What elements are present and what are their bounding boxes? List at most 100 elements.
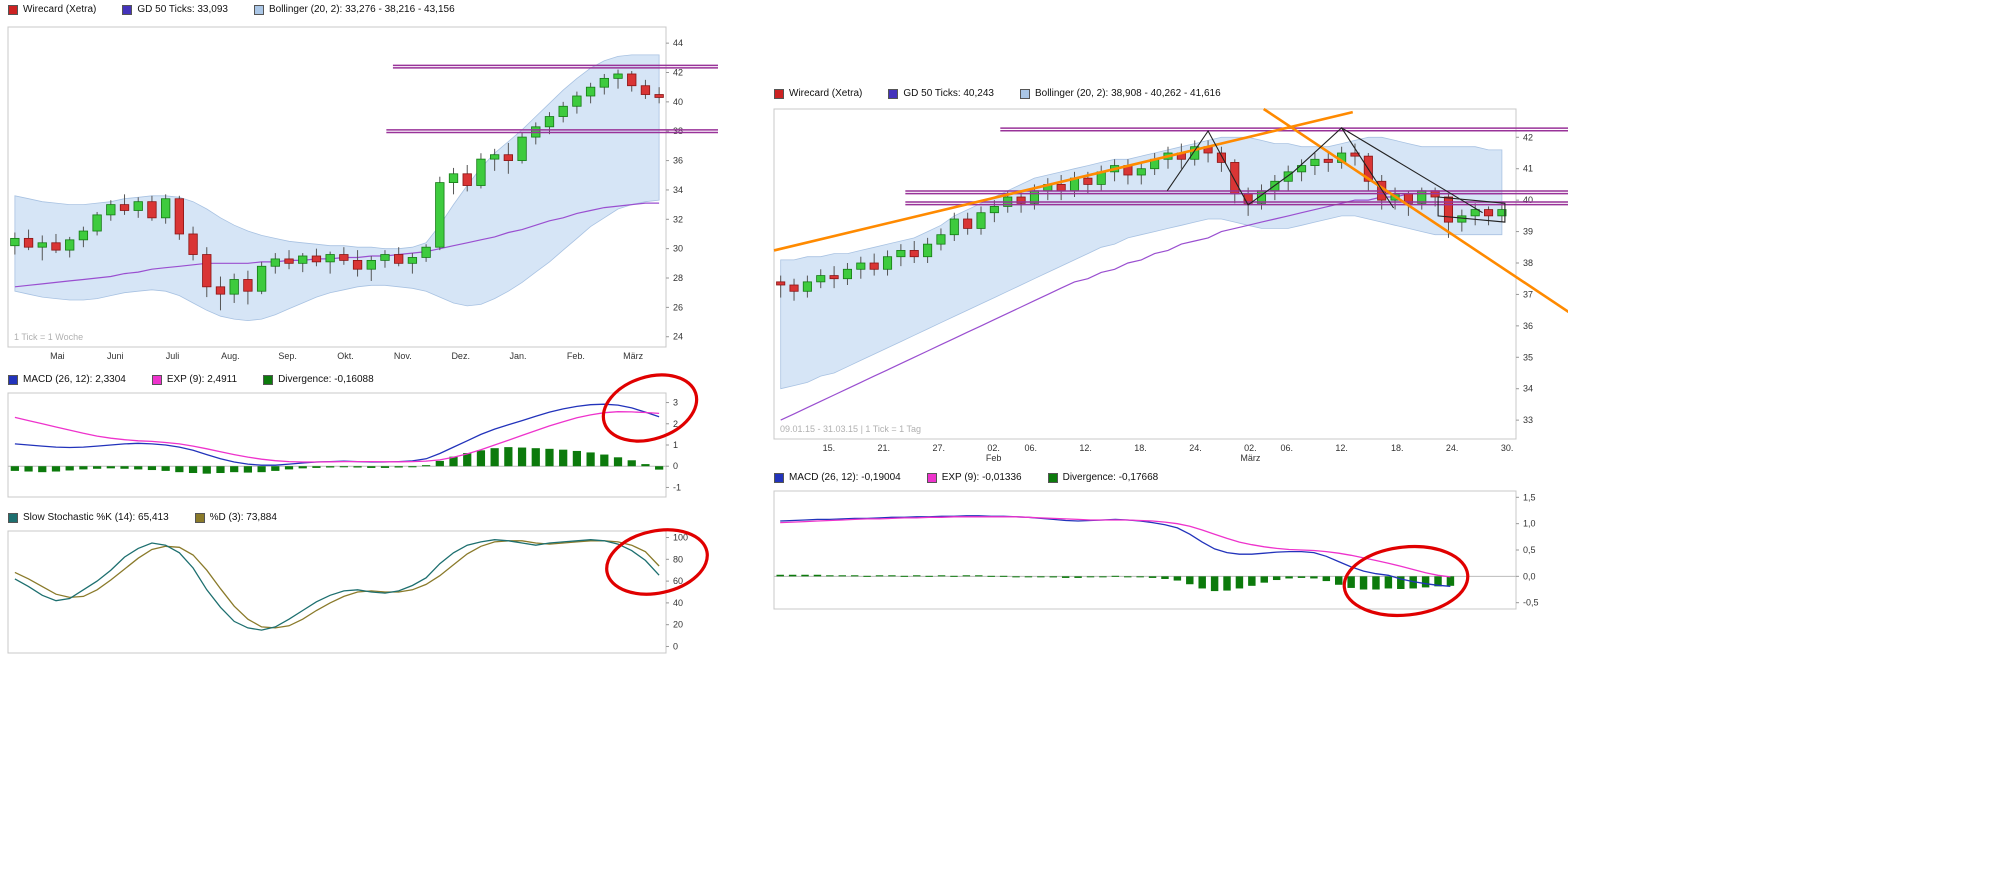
- plot-frame: [773, 108, 1517, 440]
- x-axis-label: Feb.: [567, 351, 585, 361]
- divergence-bar: [875, 575, 884, 577]
- divergence-bar: [1148, 576, 1157, 578]
- divergence-bar: [394, 466, 403, 468]
- candle-body: [558, 105, 568, 117]
- axis-tick-label: 0,0: [1523, 571, 1536, 581]
- daily-price-chart-panel: Wirecard (Xetra) GD 50 Ticks: 40,243 Bol…: [768, 86, 1568, 468]
- divergence-bar: [147, 466, 157, 471]
- candle-body: [976, 212, 986, 229]
- divergence-bar: [1372, 576, 1380, 590]
- candle-body: [188, 233, 198, 255]
- divergence-bar: [476, 450, 486, 467]
- axis-tick-label: 40: [1523, 195, 1533, 205]
- candle-body: [816, 275, 826, 283]
- candle-body: [339, 254, 349, 261]
- divergence-bar: [962, 575, 971, 577]
- candle-body: [407, 257, 418, 264]
- x-axis-label: 06.: [1280, 443, 1293, 453]
- candle-body: [1056, 184, 1066, 192]
- weekly-price-chart: 44 42 40 38 36 34 32 30 28 26 24 Mai Juni Juli Aug. Sep…: [7, 26, 718, 361]
- axis-tick-label: 1,5: [1523, 492, 1536, 502]
- axis-tick-label: 20: [673, 620, 683, 630]
- divergence-bar: [1037, 576, 1045, 578]
- axis-tick-label: 28: [673, 273, 683, 283]
- x-axis-label: Juni: [107, 351, 124, 361]
- candle-body: [174, 198, 185, 235]
- divergence-bar: [1186, 576, 1194, 585]
- candle-body: [613, 73, 623, 79]
- candle-body: [640, 85, 651, 95]
- divergence-bar: [106, 466, 115, 469]
- divergence-bar: [1297, 576, 1306, 578]
- divergence-bar: [545, 448, 554, 467]
- divergence-bar: [10, 466, 19, 471]
- divergence-bar: [353, 466, 362, 468]
- chart-watermark: 1 Tick = 1 Woche: [14, 332, 83, 342]
- candle-body: [896, 250, 906, 258]
- candle-body: [1470, 209, 1480, 217]
- candle-body: [989, 206, 999, 214]
- gd50-line: [14, 202, 660, 288]
- axis-tick-label: 38: [1523, 258, 1533, 268]
- candle-body: [394, 254, 404, 264]
- legend-item-gd50: GD 50 Ticks: 40,243: [888, 88, 994, 99]
- candle-body: [1230, 162, 1240, 195]
- bollinger-band: [14, 54, 660, 322]
- axis-tick-label: 40: [673, 97, 683, 107]
- weekly-macd-chart: 3 2 1 0 -1: [7, 392, 681, 498]
- stoch-d-line: [14, 540, 660, 629]
- divergence-bar: [79, 466, 88, 470]
- trend-line: [1262, 107, 1568, 314]
- axis-tick-label: 34: [673, 185, 683, 195]
- candle-body: [1283, 171, 1293, 182]
- divergence-bar: [1099, 576, 1107, 578]
- divergence-bar: [298, 466, 307, 469]
- divergence-bar: [257, 466, 266, 473]
- series-swatch-icon: [774, 472, 784, 483]
- candle-body: [284, 258, 294, 264]
- axis-tick-label: 60: [673, 576, 683, 586]
- divergence-bar: [1347, 576, 1355, 588]
- series-swatch-icon: [1047, 472, 1058, 483]
- divergence-bar: [813, 574, 822, 577]
- axis-tick-label: 3: [673, 398, 678, 408]
- divergence-bar: [326, 466, 335, 468]
- x-axis-label: Jan.: [509, 351, 526, 361]
- candle-body: [909, 250, 919, 258]
- candle-body: [856, 262, 866, 270]
- legend-label: Divergence: -0,16088: [278, 374, 374, 385]
- divergence-bar: [1074, 576, 1082, 578]
- divergence-bar: [863, 575, 871, 577]
- series-swatch-icon: [263, 374, 274, 385]
- x-axis-label: 18.: [1134, 443, 1147, 453]
- x-axis-label: 12.: [1335, 443, 1348, 453]
- x-axis-label: 21.: [878, 443, 891, 453]
- divergence-bar: [271, 466, 280, 471]
- candle-body: [842, 268, 852, 280]
- divergence-bar: [925, 575, 933, 577]
- divergence-bar: [230, 466, 239, 473]
- x-axis-sublabel: Feb: [986, 453, 1002, 463]
- candle-body: [23, 237, 34, 248]
- x-axis-label: 15.: [823, 443, 836, 453]
- divergence-bar: [1260, 576, 1268, 583]
- divergence-bar: [627, 460, 636, 467]
- divergence-bar: [1359, 576, 1368, 590]
- series-swatch-icon: [8, 4, 18, 15]
- axis-tick-label: 35: [1523, 352, 1533, 362]
- candle-body: [229, 279, 239, 295]
- candle-body: [435, 182, 445, 248]
- plot-frame: [7, 26, 667, 348]
- legend-item-gd50: GD 50 Ticks: 33,093: [122, 4, 228, 15]
- legend-label: Wirecard (Xetra): [23, 4, 97, 15]
- legend-item-stoch-k: Slow Stochastic %K (14): 65,413: [8, 512, 169, 523]
- candle-body: [882, 256, 893, 270]
- candle-body: [1497, 209, 1507, 217]
- weekly-macd-panel: MACD (26, 12): 2,3304 EXP (9): 2,4911 Di…: [2, 372, 718, 508]
- candle-body: [51, 242, 61, 251]
- legend-weekly-price: Wirecard (Xetra) GD 50 Ticks: 33,093 Bol…: [2, 2, 718, 17]
- candle-body: [37, 242, 47, 248]
- axis-tick-label: 40: [673, 598, 683, 608]
- divergence-bar: [613, 457, 623, 467]
- axis-tick-label: -1: [673, 482, 681, 492]
